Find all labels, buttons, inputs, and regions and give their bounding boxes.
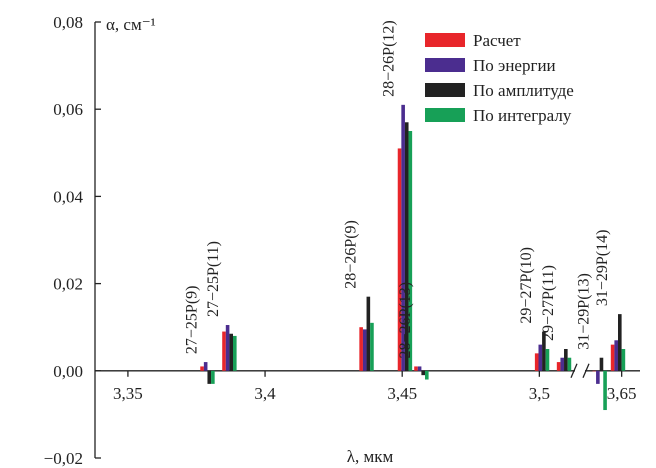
x-axis-label: λ, мкм [347,447,394,466]
group-label: 28−26P(9) [342,220,359,289]
y-tick-label: 0,08 [53,13,83,32]
bar [560,357,565,371]
group-label: 29−27P(11) [540,265,557,341]
bar [225,325,230,371]
bar [603,370,607,411]
y-tick-label: 0,02 [53,275,83,294]
bar [599,357,604,371]
bar [538,344,543,371]
bar [404,122,409,371]
bar [211,370,215,384]
bar [564,349,568,371]
bar [556,362,561,371]
bar [233,335,237,371]
group-label: 31−29P(14) [594,230,611,307]
group-label: 28−26P(12) [381,20,398,97]
group-label: 29−27P(10) [518,247,535,324]
bar [596,370,600,384]
bar [200,366,204,371]
bar [397,148,402,371]
bar [542,331,546,371]
x-tick-label: 3,35 [113,384,143,403]
group-label: 27−25P(9) [183,286,200,355]
legend-swatch [425,58,465,72]
bar [610,344,615,371]
bar [621,349,626,371]
axis-break [570,363,578,379]
bar [614,340,618,371]
bar [401,104,405,371]
y-axis-label: α, см⁻¹ [106,15,156,34]
bar [567,357,572,371]
bar [545,349,550,371]
legend-label: Расчет [473,31,521,50]
bar [618,314,622,371]
bar [222,331,226,371]
bar [425,370,429,380]
x-tick-label: 3,5 [529,384,550,403]
y-tick-label: −0,02 [44,449,83,468]
bar [417,366,422,371]
bar [203,362,208,371]
bar [421,370,425,376]
group-label: 31−29P(13) [575,273,592,350]
legend-label: По интегралу [473,106,572,125]
y-tick-label: 0,04 [53,187,83,206]
bar [359,327,363,371]
group-label: 28−26P(13) [397,282,414,359]
y-tick-label: 0,00 [53,362,83,381]
legend-swatch [425,108,465,122]
bar [366,296,371,371]
axis-break [582,363,590,379]
bar [229,333,233,371]
x-tick-label: 3,4 [254,384,276,403]
x-tick-label: 3,45 [387,384,417,403]
x-tick-label: 3,65 [607,384,637,403]
bar [362,329,367,371]
bar [534,353,539,371]
legend-label: По амплитуде [473,81,574,100]
bar [408,131,413,371]
bar [592,370,597,372]
bar [370,322,374,371]
y-tick-label: 0,06 [53,100,83,119]
bar [414,366,418,371]
legend-swatch [425,83,465,97]
group-label: 27−25P(11) [205,241,222,317]
legend-swatch [425,33,465,47]
bar [207,370,212,384]
legend-label: По энергии [473,56,556,75]
